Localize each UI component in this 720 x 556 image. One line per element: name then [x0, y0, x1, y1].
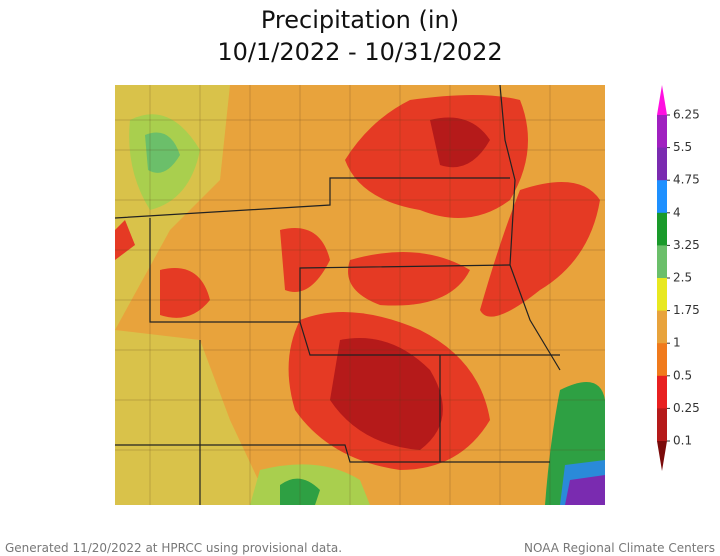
title: Precipitation (in)	[261, 6, 459, 34]
region	[145, 132, 180, 173]
colorbar-label: 0.1	[673, 434, 692, 448]
region	[345, 95, 528, 218]
colorbar-arrow	[657, 441, 667, 471]
colorbar-label: 0.5	[673, 368, 692, 382]
colorbar-segment	[657, 212, 667, 246]
colorbar-label: 4	[673, 205, 681, 219]
colorbar-segment	[657, 343, 667, 377]
colorbar-label: 0.25	[673, 401, 700, 415]
region	[115, 330, 270, 505]
colorbar-segment	[657, 278, 667, 312]
state-borders	[115, 85, 561, 505]
colorbar: 6.25 5.5 4.75 4 3.25 2.5 1.75 1 0.5 0.25 0.1	[657, 85, 700, 471]
colorbar-label: 5.5	[673, 140, 692, 154]
colorbar-label: 6.25	[673, 108, 700, 122]
colorbar-segment	[657, 180, 667, 214]
colorbar-segment	[657, 408, 667, 442]
region	[430, 117, 490, 168]
region	[280, 228, 330, 292]
colorbar-segment	[657, 147, 667, 181]
region	[160, 268, 210, 318]
footer-right: NOAA Regional Climate Centers	[524, 541, 715, 555]
subtitle: 10/1/2022 - 10/31/2022	[217, 38, 502, 66]
colorbar-segment	[657, 310, 667, 344]
colorbar-segment	[657, 245, 667, 279]
map	[115, 85, 605, 505]
colorbar-segment	[657, 115, 667, 149]
region	[480, 182, 600, 317]
colorbar-label: 2.5	[673, 271, 692, 285]
colorbar-segment	[657, 375, 667, 409]
region	[330, 338, 443, 450]
colorbar-label: 4.75	[673, 173, 700, 187]
colorbar-label: 3.25	[673, 238, 700, 252]
colorbar-label: 1	[673, 336, 681, 350]
region	[565, 475, 605, 505]
colorbar-label: 1.75	[673, 303, 700, 317]
region	[348, 252, 470, 306]
colorbar-arrow	[657, 85, 667, 115]
footer-left: Generated 11/20/2022 at HPRCC using prov…	[5, 541, 342, 555]
